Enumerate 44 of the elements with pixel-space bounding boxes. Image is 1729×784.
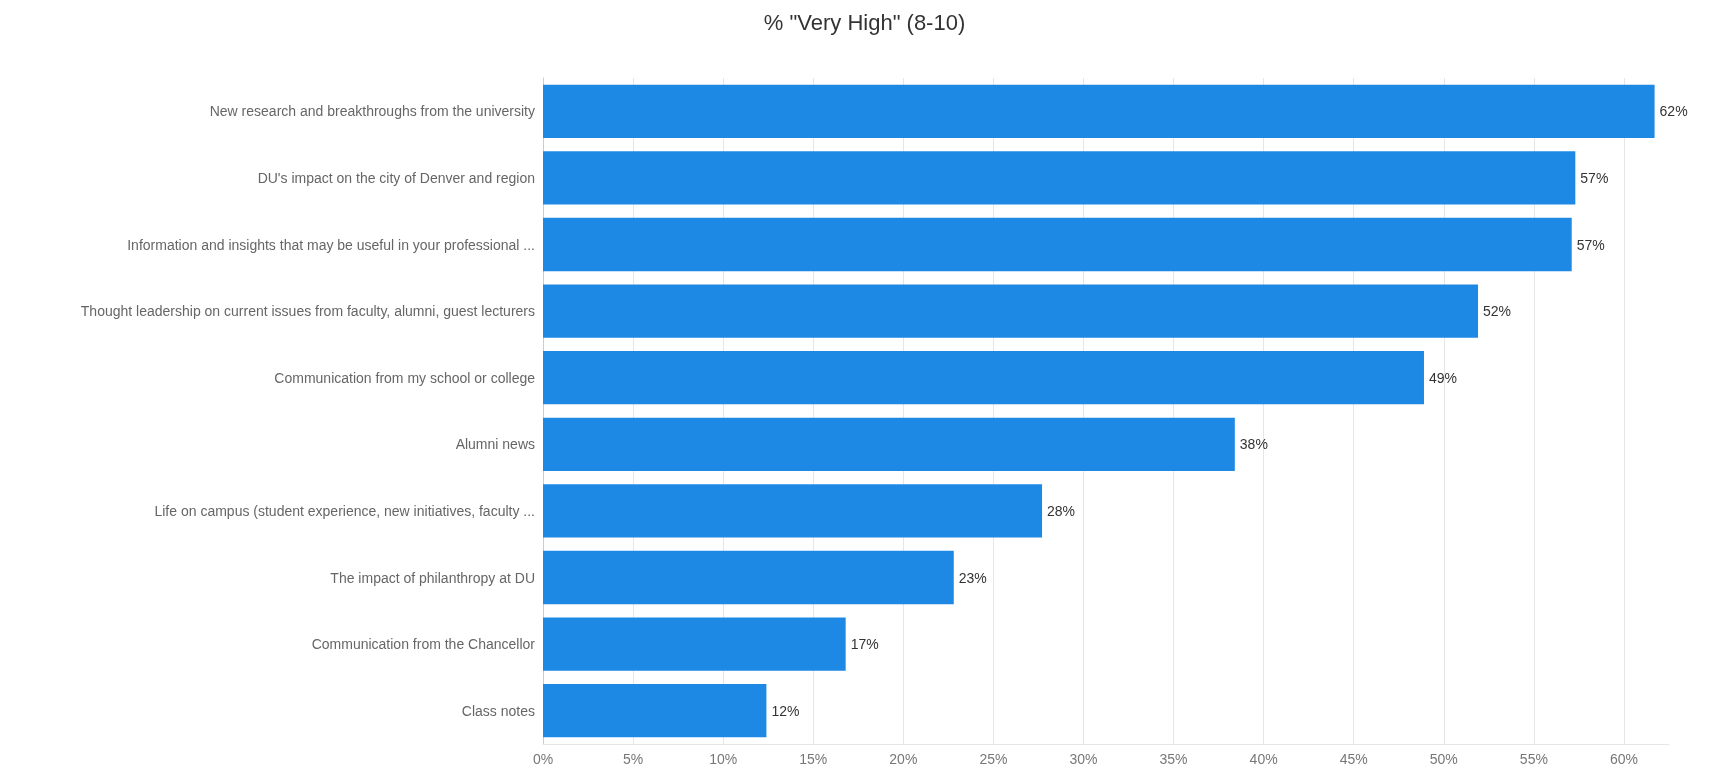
- chart-title: % "Very High" (8-10): [763, 9, 966, 35]
- y-tick-label: Communication from my school or college: [274, 369, 536, 386]
- x-tick-label: 25%: [979, 751, 1008, 767]
- y-tick-label: New research and breakthroughs from the university: [209, 103, 535, 120]
- data-label: 52%: [1483, 303, 1512, 320]
- y-tick-label: Information and insights that may be useful in your professional ...: [127, 236, 535, 253]
- bar: [543, 84, 1655, 138]
- bar: [543, 351, 1424, 405]
- data-label: 23%: [958, 569, 987, 586]
- x-tick-label: 35%: [1159, 751, 1188, 767]
- x-tick-label: 5%: [622, 751, 644, 767]
- x-tick-label: 50%: [1429, 751, 1458, 767]
- x-tick-label: 30%: [1069, 751, 1098, 767]
- bar: [543, 284, 1479, 338]
- x-tick-label: 0%: [532, 751, 554, 767]
- data-label: 49%: [1428, 369, 1458, 386]
- data-label: 12%: [771, 702, 800, 719]
- bar: [543, 217, 1572, 272]
- bar: [543, 151, 1576, 205]
- y-tick-label: Life on campus (student experience, new initiatives, faculty ...: [154, 502, 535, 519]
- bar: [543, 684, 767, 738]
- data-label: 57%: [1576, 236, 1605, 253]
- data-label: 28%: [1047, 502, 1076, 519]
- data-label: 57%: [1580, 169, 1609, 186]
- x-tick-label: 10%: [709, 751, 738, 767]
- x-tick-label: 60%: [1609, 751, 1638, 767]
- y-tick-label: Class notes: [461, 702, 535, 719]
- x-tick-label: 15%: [799, 751, 828, 767]
- y-tick-label: The impact of philanthropy at DU: [330, 569, 535, 586]
- x-tick-label: 40%: [1249, 751, 1278, 767]
- y-tick-label: Thought leadership on current issues from faculty, alumni, guest lecturers: [80, 303, 535, 320]
- y-tick-label: DU's impact on the city of Denver and region: [257, 169, 535, 186]
- x-tick-label: 20%: [889, 751, 918, 767]
- bar: [543, 617, 846, 671]
- x-tick-label: 55%: [1519, 751, 1548, 767]
- x-tick-label: 45%: [1339, 751, 1368, 767]
- bar: [543, 484, 1043, 538]
- data-label: 38%: [1239, 436, 1268, 453]
- y-tick-label: Alumni news: [455, 436, 535, 453]
- data-label: 17%: [850, 636, 879, 653]
- y-tick-label: Communication from the Chancellor: [311, 636, 536, 653]
- data-label: 62%: [1659, 103, 1688, 120]
- bar: [543, 417, 1235, 471]
- bar: [543, 550, 954, 605]
